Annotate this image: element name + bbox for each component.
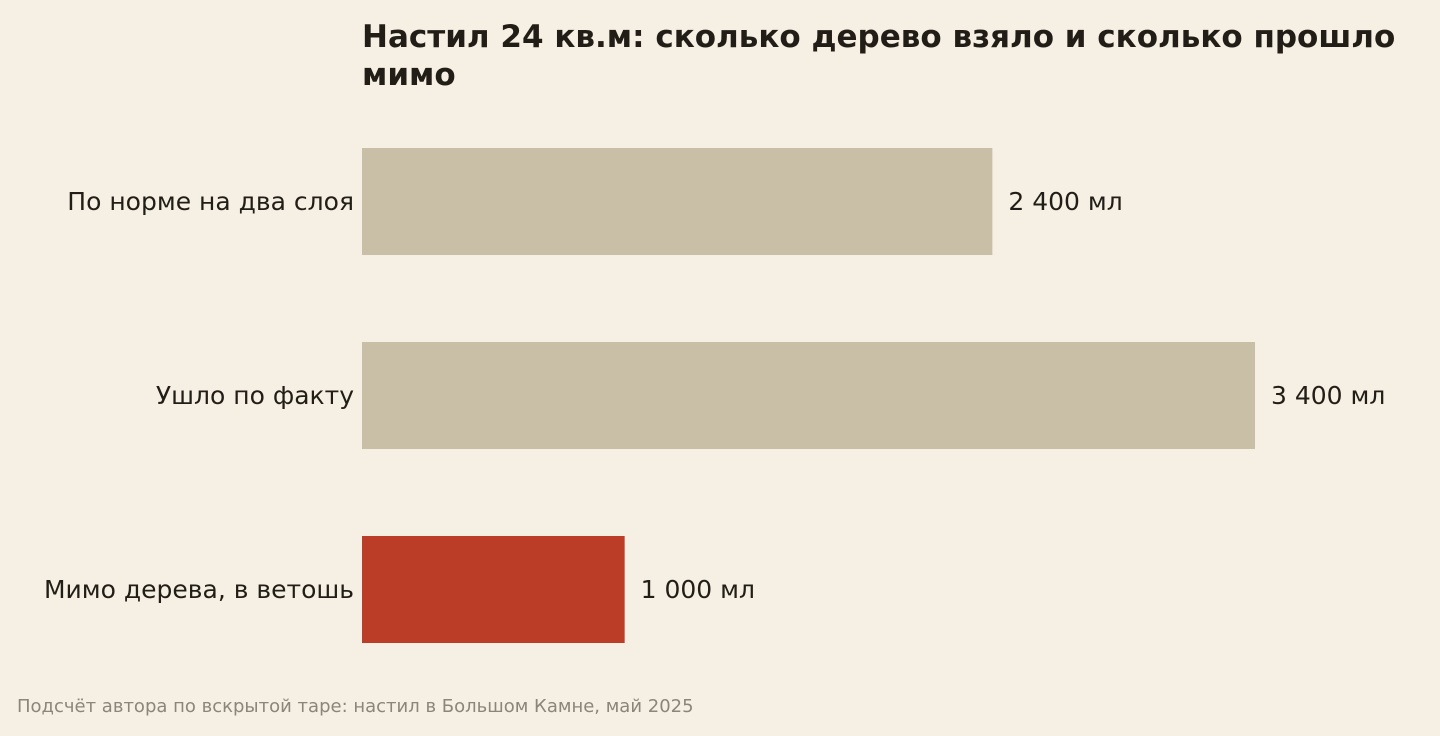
bars-layer xyxy=(362,148,1255,643)
value-label-3: 1 000 мл xyxy=(641,575,755,604)
value-label-2: 3 400 мл xyxy=(1271,381,1385,410)
source-note: Подсчёт автора по вскрытой таре: настил … xyxy=(17,696,694,717)
bar-1 xyxy=(362,148,993,255)
value-label-1: 2 400 мл xyxy=(1008,187,1122,216)
category-labels-layer: По норме на два слоя Ушло по факту Мимо де… xyxy=(44,187,354,604)
bar-2 xyxy=(362,342,1255,449)
category-label-1: По норме на два слоя xyxy=(67,187,354,216)
bar-3 xyxy=(362,536,625,643)
category-label-2: Ушло по факту xyxy=(156,381,354,410)
category-label-3: Мимо дерева, в ветошь xyxy=(44,575,354,604)
value-labels-layer: 2 400 мл 3 400 мл 1 000 мл xyxy=(641,187,1386,604)
chart-title: Настил 24 кв.м: сколько дерево взяло и с… xyxy=(362,19,1396,93)
